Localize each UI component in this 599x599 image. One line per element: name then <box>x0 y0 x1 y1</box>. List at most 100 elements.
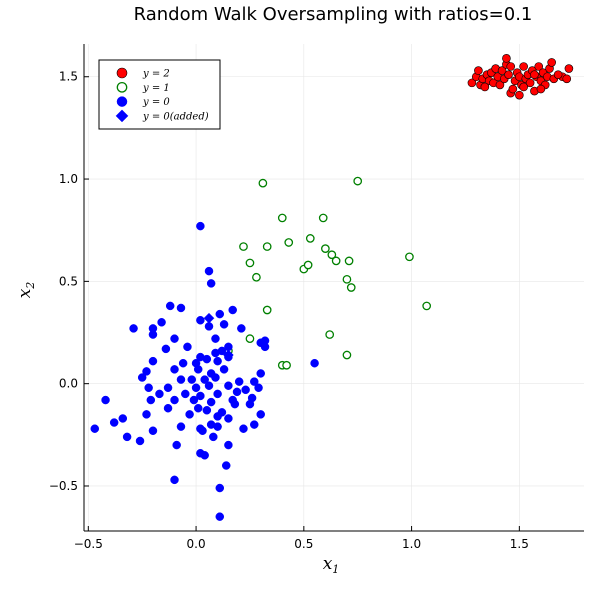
data-point <box>224 414 233 423</box>
x-tick-label: 1.0 <box>402 537 421 551</box>
data-point <box>547 58 556 67</box>
legend: y = 2 y = 1 y = 0 y = 0(added) <box>98 59 221 130</box>
data-point <box>219 365 229 374</box>
y-tick-label: 0.5 <box>59 274 78 288</box>
data-point <box>277 213 287 223</box>
legend-marker <box>115 109 129 123</box>
data-point <box>553 70 563 79</box>
data-point <box>239 424 248 433</box>
data-point <box>234 377 244 386</box>
data-point <box>256 369 265 378</box>
data-point <box>215 483 225 493</box>
data-point <box>178 358 188 368</box>
data-point <box>200 375 209 384</box>
legend-label: y = 1 <box>142 83 170 94</box>
data-point <box>245 258 255 268</box>
data-point <box>262 305 272 315</box>
series-3 <box>203 312 234 361</box>
data-point <box>204 381 214 390</box>
data-point <box>172 440 181 450</box>
data-point <box>202 406 212 415</box>
data-point <box>262 242 272 251</box>
chart-title: Random Walk Oversampling with ratios=0.1 <box>134 4 533 25</box>
y-ticks: −0.5 0.0 0.5 1.0 1.5 <box>49 70 89 493</box>
axes <box>83 44 584 532</box>
data-point <box>211 334 220 343</box>
data-point <box>203 312 215 324</box>
legend-label: y = 0 <box>142 97 170 108</box>
data-point <box>506 62 516 71</box>
data-point <box>181 389 190 399</box>
data-point <box>310 358 319 368</box>
data-point <box>230 399 240 409</box>
data-point <box>217 346 227 356</box>
data-point <box>250 377 259 386</box>
data-point <box>204 322 214 331</box>
data-point <box>187 375 197 384</box>
data-point <box>508 84 518 94</box>
data-point <box>198 426 207 435</box>
data-point <box>148 426 158 435</box>
data-point <box>213 356 222 366</box>
data-point <box>170 395 179 405</box>
series-1 <box>224 176 432 370</box>
data-point <box>206 397 216 407</box>
data-point <box>213 422 222 431</box>
data-point <box>183 342 192 352</box>
data-point <box>525 78 535 88</box>
data-point <box>129 324 138 333</box>
data-point <box>161 344 171 354</box>
data-point <box>142 367 151 376</box>
y-tick-label: 1.0 <box>59 172 78 186</box>
data-point <box>331 256 341 266</box>
data-point <box>495 80 505 90</box>
data-point <box>502 54 511 63</box>
legend-marker <box>116 96 128 107</box>
data-point <box>254 383 263 393</box>
data-point <box>327 250 337 260</box>
y-tick-label: 0.0 <box>59 377 78 391</box>
data-point <box>223 349 234 361</box>
data-point <box>422 301 432 311</box>
data-point <box>221 461 231 470</box>
data-point <box>170 334 179 343</box>
y-axis-label-main: x <box>15 288 35 298</box>
legend-marker <box>116 67 128 79</box>
data-point <box>303 260 313 270</box>
data-point <box>122 432 132 442</box>
data-point <box>146 395 156 405</box>
data-point <box>534 62 544 71</box>
data-point <box>228 305 237 315</box>
data-point <box>241 385 250 395</box>
x-tick-label: 0.5 <box>294 537 313 551</box>
data-point <box>209 432 218 442</box>
data-point <box>258 178 268 188</box>
data-point <box>213 412 222 421</box>
data-point <box>101 395 110 405</box>
data-point <box>519 62 528 71</box>
data-point <box>260 342 270 352</box>
data-point <box>224 440 233 450</box>
data-point <box>530 70 539 79</box>
data-point <box>342 350 352 360</box>
data-point <box>515 90 524 100</box>
data-point <box>250 420 259 429</box>
data-point <box>480 82 490 92</box>
data-point <box>118 414 128 423</box>
data-point <box>321 244 330 253</box>
data-point <box>245 334 255 344</box>
series-2 <box>90 221 319 521</box>
data-point <box>196 391 205 401</box>
x-tick-label: 0.0 <box>187 537 206 551</box>
data-point <box>157 318 166 327</box>
data-point <box>176 422 186 431</box>
y-tick-label: −0.5 <box>49 479 78 493</box>
data-point <box>497 66 507 75</box>
data-point <box>245 399 255 409</box>
series-0 <box>467 54 574 100</box>
data-point <box>215 512 225 521</box>
data-point <box>211 373 220 382</box>
y-tick-label: 1.5 <box>59 70 78 84</box>
data-point <box>325 330 335 339</box>
